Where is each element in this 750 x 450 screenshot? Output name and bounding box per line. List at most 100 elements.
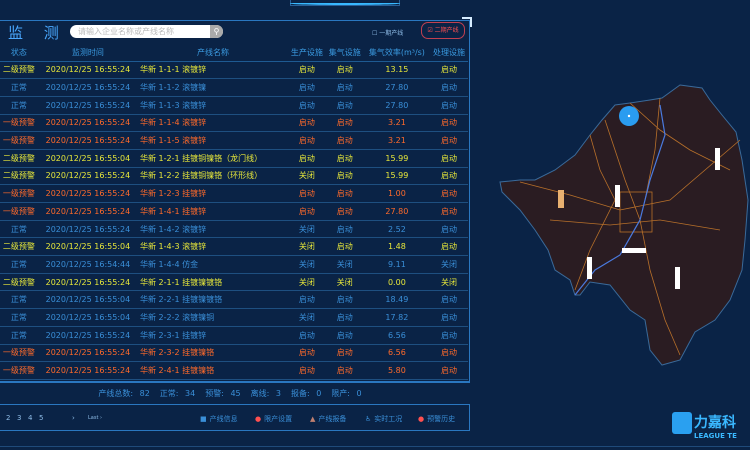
time-cell: 2020/12/25 16:55:24 [37,96,138,115]
time-cell: 2020/12/25 16:55:24 [37,167,138,186]
table-row[interactable]: 一级预警 2020/12/25 16:55:24 华新 1-2-3 挂镀锌 启动 启动 1… [0,184,468,203]
page-4[interactable]: 4 [28,414,33,422]
table-row[interactable]: 正常 2020/12/25 16:55:24 华新 1-1-2 滚镀镍 启动 启动 27.… [0,78,468,97]
phase1-checkbox[interactable]: ☐ 一期产线 [372,30,404,37]
production-cell: 关闭 [287,255,326,274]
collection-cell: 启动 [325,167,364,186]
time-cell: 2020/12/25 16:55:04 [37,237,138,257]
time-cell: 2020/12/25 16:55:24 [37,273,138,292]
info-icon: ■ [200,415,207,423]
production-cell: 启动 [287,114,326,133]
search-input[interactable]: 请输入企业名称或产线名称 ⚲ [70,25,223,38]
page-5[interactable]: 5 [39,414,44,422]
treatment-cell: 启动 [430,131,468,150]
efficiency-cell: 6.56 [363,326,431,345]
legend-limit[interactable]: ● 限产设置 [255,414,292,424]
line-name-cell: 华新 1-2-1 挂镀铜镍铬（龙门线） [137,149,288,168]
table-row[interactable]: 一级预警 2020/12/25 16:55:24 华新 1-1-4 滚镀锌 启动 启动 3… [0,114,468,133]
search-icon[interactable]: ⚲ [210,25,223,38]
summary-limit: 限产: 0 [331,389,362,398]
legend-realtime[interactable]: ♿ 实时工况 [365,414,402,424]
table-row[interactable]: 二级预警 2020/12/25 16:55:24 华新 1-1-1 滚镀锌 启动 启动 1… [0,61,468,80]
last-page[interactable]: Last › [88,415,103,421]
efficiency-cell: 27.80 [363,78,431,97]
table-row[interactable]: 二级预警 2020/12/25 16:55:04 华新 1-2-1 挂镀铜镍铬（龙门… [0,149,468,168]
line-name-cell: 华新 1-4-1 挂镀锌 [137,202,288,221]
status-cell: 正常 [0,308,38,327]
treatment-cell: 启动 [430,78,468,97]
efficiency-cell: 27.80 [363,202,431,221]
line-name-cell: 华新 2-3-1 挂镀锌 [137,326,288,345]
status-cell: 一级预警 [0,344,38,363]
table-row[interactable]: 二级预警 2020/12/25 16:55:04 华新 1-4-3 滚镀锌 关闭 启动 1… [0,237,468,257]
collection-cell: 启动 [325,184,364,203]
status-cell: 二级预警 [0,167,38,186]
treatment-cell: 启动 [430,308,468,327]
status-cell: 二级预警 [0,149,38,168]
pagination: 2 3 4 5 › Last › ■ 产线信息 ● 限产设置 ▲ 产线报备 ♿ 实时工况… [0,404,470,431]
city-map[interactable] [490,70,750,380]
collection-cell: 启动 [325,344,364,363]
table-row[interactable]: 正常 2020/12/25 16:54:44 华新 1-4-4 仿金 关闭 关闭 9.11… [0,255,468,274]
table-row[interactable]: 一级预警 2020/12/25 16:55:24 华新 2-4-1 挂镀镍铬 启动 启动… [0,361,468,380]
collection-cell: 关闭 [325,255,364,274]
corner-marker [462,17,472,27]
status-cell: 二级预警 [0,237,38,257]
page-2[interactable]: 2 [6,414,11,422]
efficiency-cell: 6.56 [363,344,431,363]
next-page[interactable]: › [72,414,75,422]
efficiency-cell: 5.80 [363,361,431,380]
table-row[interactable]: 一级预警 2020/12/25 16:55:24 华新 1-1-5 滚镀锌 启动 启动 3… [0,131,468,150]
status-cell: 一级预警 [0,114,38,133]
production-cell: 关闭 [287,220,326,239]
efficiency-cell: 3.21 [363,114,431,133]
efficiency-cell: 17.82 [363,308,431,327]
column-header: 监测时间 [37,44,138,62]
table-row[interactable]: 正常 2020/12/25 16:55:24 华新 1-1-3 滚镀锌 启动 启动 27.… [0,96,468,115]
legend-report[interactable]: ▲ 产线报备 [310,414,346,424]
area-label-marker [558,190,564,208]
status-cell: 正常 [0,255,38,274]
logo: 力嘉科 LEAGUE TE [672,412,737,442]
page-title: 监 测 [8,24,67,42]
line-name-cell: 华新 2-3-2 挂镀镍铬 [137,344,288,363]
status-cell: 正常 [0,220,38,239]
page-3[interactable]: 3 [17,414,22,422]
legend-info[interactable]: ■ 产线信息 [200,414,238,424]
treatment-cell: 启动 [430,326,468,345]
time-cell: 2020/12/25 16:55:24 [37,326,138,345]
line-name-cell: 华新 1-2-3 挂镀锌 [137,184,288,203]
table-row[interactable]: 一级预警 2020/12/25 16:55:24 华新 1-4-1 挂镀锌 启动 启动 2… [0,202,468,221]
table-row[interactable]: 一级预警 2020/12/25 16:55:24 华新 2-3-2 挂镀镍铬 启动 启动… [0,344,468,363]
table-row[interactable]: 正常 2020/12/25 16:55:24 华新 2-3-1 挂镀锌 启动 启动 6.5… [0,326,468,345]
time-cell: 2020/12/25 16:55:24 [37,184,138,203]
table-row[interactable]: 正常 2020/12/25 16:55:24 华新 1-4-2 滚镀锌 关闭 启动 2.5… [0,220,468,239]
production-cell: 启动 [287,326,326,345]
column-header: 生产设施 [287,44,326,62]
status-cell: 一级预警 [0,184,38,203]
phase1-label: 一期产线 [379,30,404,37]
summary-total: 产线总数: 82 [98,389,150,398]
line-name-cell: 华新 2-1-1 挂镀镍镀铬 [137,273,288,292]
treatment-cell: 启动 [430,184,468,203]
treatment-cell: 启动 [430,114,468,133]
summary-warning: 预警: 45 [205,389,241,398]
table-row[interactable]: 二级预警 2020/12/25 16:55:24 华新 1-2-2 挂镀铜镍铬（环形… [0,167,468,186]
status-cell: 正常 [0,326,38,345]
collection-cell: 启动 [325,149,364,168]
line-name-cell: 华新 1-4-4 仿金 [137,255,288,274]
time-cell: 2020/12/25 16:55:24 [37,78,138,97]
table-row[interactable]: 正常 2020/12/25 16:55:04 华新 2-2-1 挂镀镍镀铬 启动 启动 1… [0,290,468,310]
production-cell: 启动 [287,361,326,380]
collection-cell: 启动 [325,114,364,133]
treatment-cell: 启动 [430,167,468,186]
summary-bar: 产线总数: 82 正常: 34 预警: 45 离线: 3 报备: 0 限产: 0 [0,382,470,404]
efficiency-cell: 13.15 [363,61,431,80]
line-name-cell: 华新 1-1-1 滚镀锌 [137,61,288,80]
line-name-cell: 华新 1-1-4 滚镀锌 [137,114,288,133]
phase2-checkbox[interactable]: ☑ 二期产线 [421,22,465,39]
legend-history[interactable]: ● 预警历史 [418,414,455,424]
efficiency-cell: 15.99 [363,149,431,168]
table-row[interactable]: 二级预警 2020/12/25 16:55:24 华新 2-1-1 挂镀镍镀铬 关闭关… [0,273,468,292]
table-row[interactable]: 正常 2020/12/25 16:55:04 华新 2-2-2 滚镀镍铜 关闭 启动 17… [0,308,468,327]
